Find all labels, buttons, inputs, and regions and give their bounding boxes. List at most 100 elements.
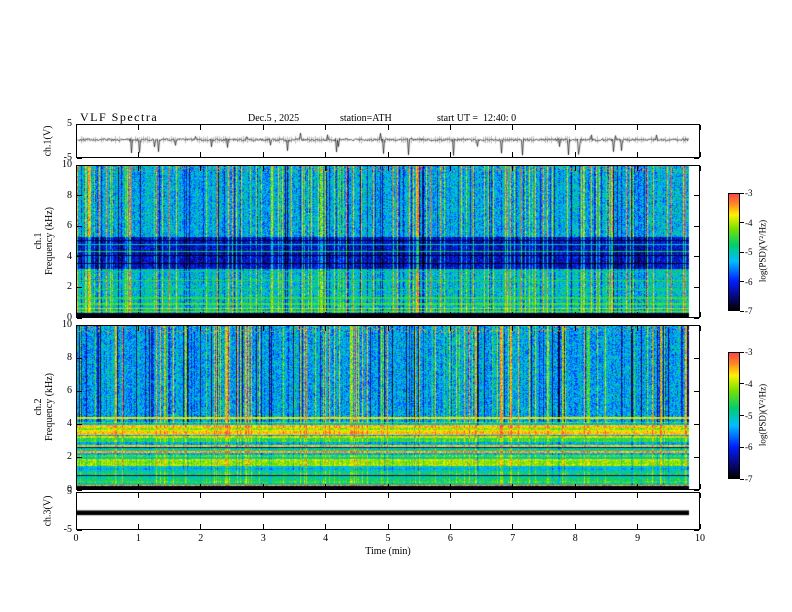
x-tick-mark	[699, 524, 701, 529]
x-tick-label: 10	[695, 533, 705, 544]
y-tick-label: 2	[67, 281, 72, 293]
x-tick-mark	[200, 312, 202, 317]
colorbar-tick-mark	[740, 251, 744, 253]
x-tick-mark	[137, 125, 139, 130]
y-tick-mark	[694, 491, 699, 493]
y-tick-label: 0	[67, 312, 72, 323]
colorbar-tick-label: -7	[745, 474, 753, 484]
y-tick-label: 5	[67, 118, 72, 129]
x-tick-mark	[200, 326, 202, 331]
x-tick-mark	[325, 125, 327, 130]
x-tick-mark	[75, 152, 77, 157]
x-tick-mark	[574, 312, 576, 317]
x-tick-mark	[325, 524, 327, 529]
y-tick-label: 6	[67, 220, 72, 232]
y-tick-mark	[694, 256, 699, 258]
x-tick-label: 8	[572, 533, 578, 544]
ch2-axis-label-line2: Frequency (kHz)	[44, 372, 55, 442]
colorbar-tick-mark	[740, 415, 744, 416]
figure-start-ut: start UT = 12:40: 0	[437, 113, 517, 124]
y-tick-label: 4	[67, 250, 72, 262]
x-tick-mark	[449, 166, 451, 171]
x-tick-mark	[325, 166, 327, 171]
x-tick-mark	[449, 524, 451, 529]
y-tick-mark	[694, 123, 699, 125]
figure-station: station=ATH	[340, 113, 392, 124]
x-tick-mark	[449, 312, 451, 317]
colorbar-tick-label: -6	[745, 276, 753, 287]
x-tick-mark	[75, 312, 77, 317]
y-tick-mark	[694, 164, 699, 166]
y-tick-label: -5	[63, 152, 72, 163]
ch2-spectrogram-panel	[76, 325, 700, 490]
x-tick-mark	[137, 484, 139, 489]
colorbar-tick-mark	[740, 310, 744, 312]
y-tick-mark	[77, 157, 82, 159]
x-tick-mark	[699, 484, 701, 489]
ch3-waveform-panel	[76, 492, 700, 530]
colorbar-tick-mark	[740, 222, 744, 223]
y-tick-mark	[77, 286, 82, 288]
colorbar-tick-label: -6	[745, 442, 753, 453]
y-tick-label: 8	[67, 352, 72, 363]
y-tick-mark	[694, 423, 699, 425]
x-tick-label: 9	[635, 533, 641, 544]
x-tick-mark	[637, 125, 639, 130]
colorbar-tick-label: -3	[745, 347, 753, 357]
colorbar-tick-label: -5	[745, 247, 753, 257]
y-tick-mark	[694, 157, 699, 159]
x-tick-mark	[262, 166, 264, 171]
y-tick-mark	[694, 225, 699, 227]
x-tick-mark	[574, 125, 576, 130]
x-tick-mark	[262, 312, 264, 317]
colorbar-tick-mark	[740, 478, 744, 480]
y-tick-mark	[77, 123, 82, 125]
ch1-colorbar	[728, 193, 740, 311]
y-tick-mark	[77, 423, 82, 425]
y-tick-label: -5	[63, 524, 72, 535]
x-tick-mark	[699, 125, 701, 130]
ch1-frequency-axis-label: ch.1 Frequency (kHz)	[33, 207, 55, 275]
y-tick-mark	[77, 317, 82, 319]
colorbar-tick-label: -4	[745, 378, 753, 389]
x-tick-mark	[449, 152, 451, 157]
y-tick-mark	[77, 164, 82, 166]
y-tick-mark	[694, 286, 699, 288]
x-tick-mark	[137, 166, 139, 171]
x-tick-label: 4	[323, 533, 329, 544]
x-tick-mark	[574, 152, 576, 157]
x-tick-mark	[137, 152, 139, 157]
x-tick-label: 6	[447, 533, 453, 544]
x-tick-mark	[262, 524, 264, 529]
y-tick-mark	[77, 491, 82, 493]
x-tick-mark	[387, 166, 389, 171]
x-tick-mark	[137, 326, 139, 331]
x-tick-mark	[200, 524, 202, 529]
ch1-spectrogram-canvas	[77, 166, 699, 317]
x-tick-mark	[325, 484, 327, 489]
y-tick-label: 10	[62, 319, 72, 330]
x-tick-label: 3	[260, 533, 266, 544]
x-tick-mark	[449, 484, 451, 489]
x-tick-mark	[325, 326, 327, 331]
x-tick-mark	[637, 166, 639, 171]
y-tick-label: 0	[67, 484, 72, 495]
y-tick-mark	[694, 529, 699, 531]
colorbar-tick-mark	[740, 281, 744, 282]
x-tick-mark	[387, 152, 389, 157]
x-tick-mark	[262, 493, 264, 498]
x-tick-mark	[637, 484, 639, 489]
x-tick-mark	[512, 152, 514, 157]
colorbar-tick-mark	[740, 192, 744, 194]
x-tick-mark	[262, 152, 264, 157]
colorbar-tick-label: -4	[745, 217, 753, 228]
ch3-waveform-canvas	[77, 493, 699, 529]
x-tick-mark	[137, 493, 139, 498]
ch1-axis-label-line2: Frequency (kHz)	[44, 206, 55, 276]
y-tick-mark	[694, 324, 699, 326]
x-tick-mark	[449, 493, 451, 498]
colorbar-tick-mark	[740, 446, 744, 448]
y-tick-label: 2	[67, 451, 72, 462]
y-tick-mark	[694, 317, 699, 319]
x-tick-mark	[200, 166, 202, 171]
